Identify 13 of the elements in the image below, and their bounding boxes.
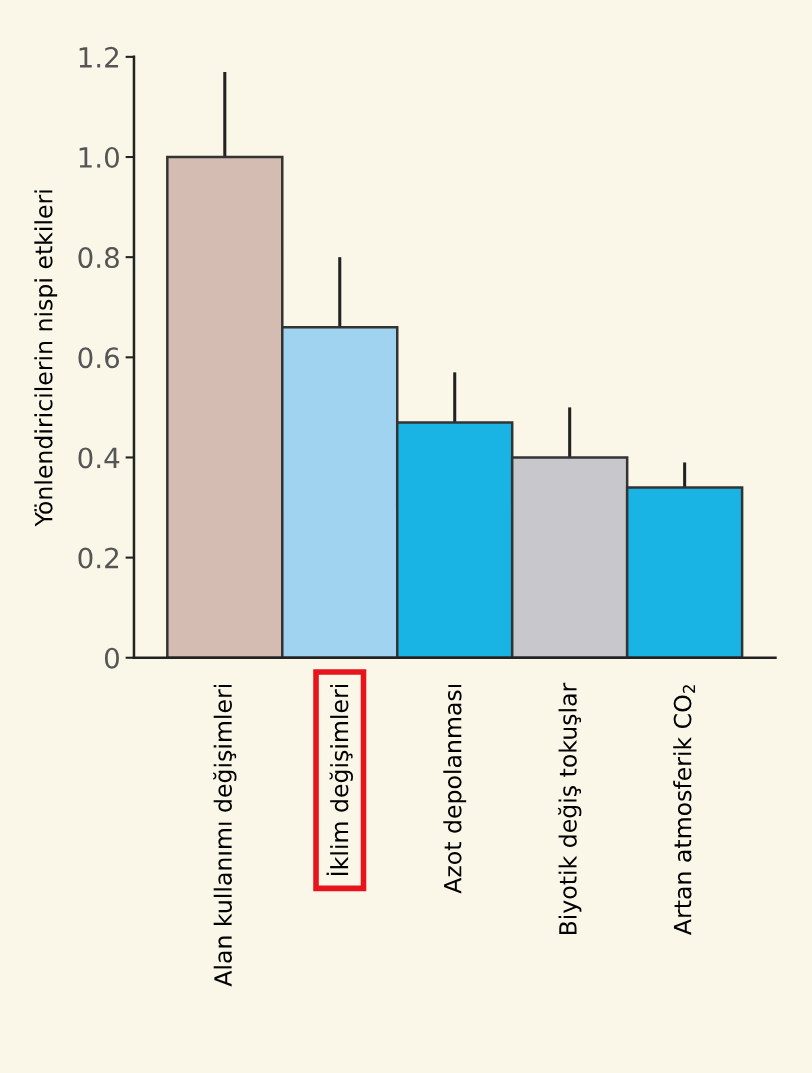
- y-axis-title: Yönlendiricilerin nispi etkileri: [34, 190, 58, 527]
- y-tick-label: 0.6: [78, 347, 120, 369]
- x-tick-label: Alan kullanımı değişimleri: [213, 684, 237, 987]
- y-tick-label: 0: [104, 647, 119, 669]
- y-tick-label: 1.0: [79, 146, 119, 168]
- y-tick-label: 0.8: [78, 247, 119, 269]
- x-tick-label: Artan atmosferik CO$_{2}$: [673, 685, 696, 935]
- x-tick-label: Biyotik değiş tokuşlar: [557, 682, 582, 935]
- y-tick-label: 0.2: [78, 547, 118, 569]
- x-tick-label: İklim değişimleri: [326, 684, 353, 875]
- y-tick-label: 1.2: [79, 46, 118, 68]
- y-tick-label: 0.4: [78, 447, 120, 469]
- x-tick-label: Azot depolanması: [443, 684, 467, 894]
